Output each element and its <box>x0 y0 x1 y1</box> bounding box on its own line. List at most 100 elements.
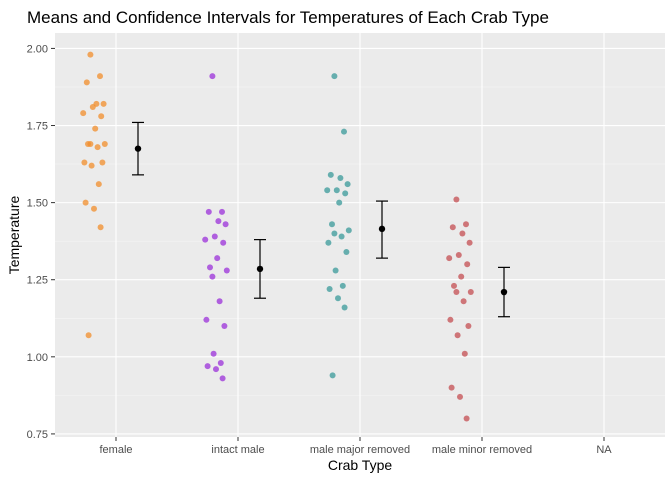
data-point <box>332 267 339 274</box>
data-point <box>204 363 211 370</box>
x-axis: female intact male male major removed male … <box>99 437 612 456</box>
data-point <box>215 218 222 225</box>
data-point <box>87 141 94 148</box>
data-point <box>344 181 351 188</box>
data-point <box>453 289 460 296</box>
data-point <box>343 248 350 255</box>
x-tick-label: intact male <box>211 444 264 456</box>
x-tick-label: male minor removed <box>432 444 532 456</box>
data-point <box>209 73 216 80</box>
data-point <box>467 289 474 296</box>
x-axis-title: Crab Type <box>328 457 393 473</box>
data-point <box>205 208 212 215</box>
mean-point <box>500 288 508 296</box>
x-tick-label: male major removed <box>310 444 410 456</box>
data-point <box>329 372 336 379</box>
data-point <box>451 282 457 289</box>
x-tick-label: NA <box>596 444 612 456</box>
data-point <box>460 298 467 305</box>
data-point <box>336 199 343 206</box>
data-point <box>459 230 466 237</box>
data-point <box>220 239 227 246</box>
data-point <box>221 322 228 329</box>
data-point <box>447 316 454 323</box>
data-point <box>207 264 213 271</box>
data-point <box>337 174 344 181</box>
y-tick-label: 1.00 <box>27 352 48 364</box>
data-point <box>219 375 226 382</box>
y-axis-title: Temperature <box>6 195 22 274</box>
mean-point <box>134 145 142 152</box>
data-point <box>92 125 99 132</box>
data-point <box>97 224 104 231</box>
data-point <box>448 384 455 391</box>
data-point <box>82 199 89 206</box>
data-point <box>325 239 332 246</box>
confidence-intervals <box>132 121 510 318</box>
data-point <box>91 205 97 212</box>
data-point <box>463 221 469 228</box>
data-point <box>99 159 106 166</box>
data-point <box>83 79 90 86</box>
data-point <box>464 261 471 268</box>
data-point <box>453 196 460 203</box>
data-point <box>449 224 456 231</box>
data-point <box>461 350 468 357</box>
data-point <box>211 233 218 240</box>
y-tick-label: 0.75 <box>27 429 48 441</box>
data-point <box>202 236 209 243</box>
data-point <box>101 141 108 148</box>
data-point <box>209 273 216 280</box>
data-point <box>331 230 338 237</box>
major-gridlines <box>55 33 665 437</box>
chart-title: Means and Confidence Intervals for Tempe… <box>27 8 549 27</box>
data-points <box>80 51 474 422</box>
data-point <box>341 128 347 135</box>
data-point <box>85 332 92 339</box>
data-point <box>219 208 225 215</box>
data-point <box>88 162 95 169</box>
data-point <box>335 295 341 302</box>
y-tick-label: 1.50 <box>27 198 48 210</box>
mean-point <box>378 225 386 233</box>
data-point <box>210 350 217 357</box>
data-point <box>455 252 462 259</box>
data-point <box>458 273 465 280</box>
data-point <box>339 282 346 289</box>
data-point <box>81 159 88 166</box>
data-point <box>89 104 96 111</box>
data-point <box>216 298 223 305</box>
y-tick-label: 2.00 <box>27 43 48 55</box>
x-tick-label: female <box>99 444 132 456</box>
data-point <box>326 285 333 292</box>
data-point <box>463 415 470 422</box>
data-point <box>87 51 94 58</box>
data-point <box>98 113 105 120</box>
mean-point <box>256 265 264 273</box>
data-point <box>454 332 461 339</box>
y-tick-label: 1.75 <box>27 121 48 133</box>
data-point <box>342 190 349 197</box>
data-point <box>97 73 103 80</box>
data-point <box>466 239 473 246</box>
data-point <box>338 233 345 240</box>
data-point <box>94 144 101 151</box>
y-tick-label: 1.25 <box>27 275 48 287</box>
data-point <box>457 393 463 400</box>
data-point <box>324 187 331 194</box>
data-point <box>95 181 102 188</box>
data-point <box>331 73 338 80</box>
data-point <box>345 227 352 234</box>
data-point <box>341 304 348 311</box>
data-point <box>213 366 219 373</box>
data-point <box>329 221 335 228</box>
data-point <box>80 110 87 117</box>
data-point <box>100 100 107 107</box>
y-axis: 0.75 1.00 1.25 1.50 1.75 2.00 <box>27 43 55 441</box>
data-point <box>223 267 230 274</box>
data-point <box>465 322 472 329</box>
data-point <box>222 221 229 228</box>
data-point <box>214 255 221 262</box>
data-point <box>333 187 340 194</box>
